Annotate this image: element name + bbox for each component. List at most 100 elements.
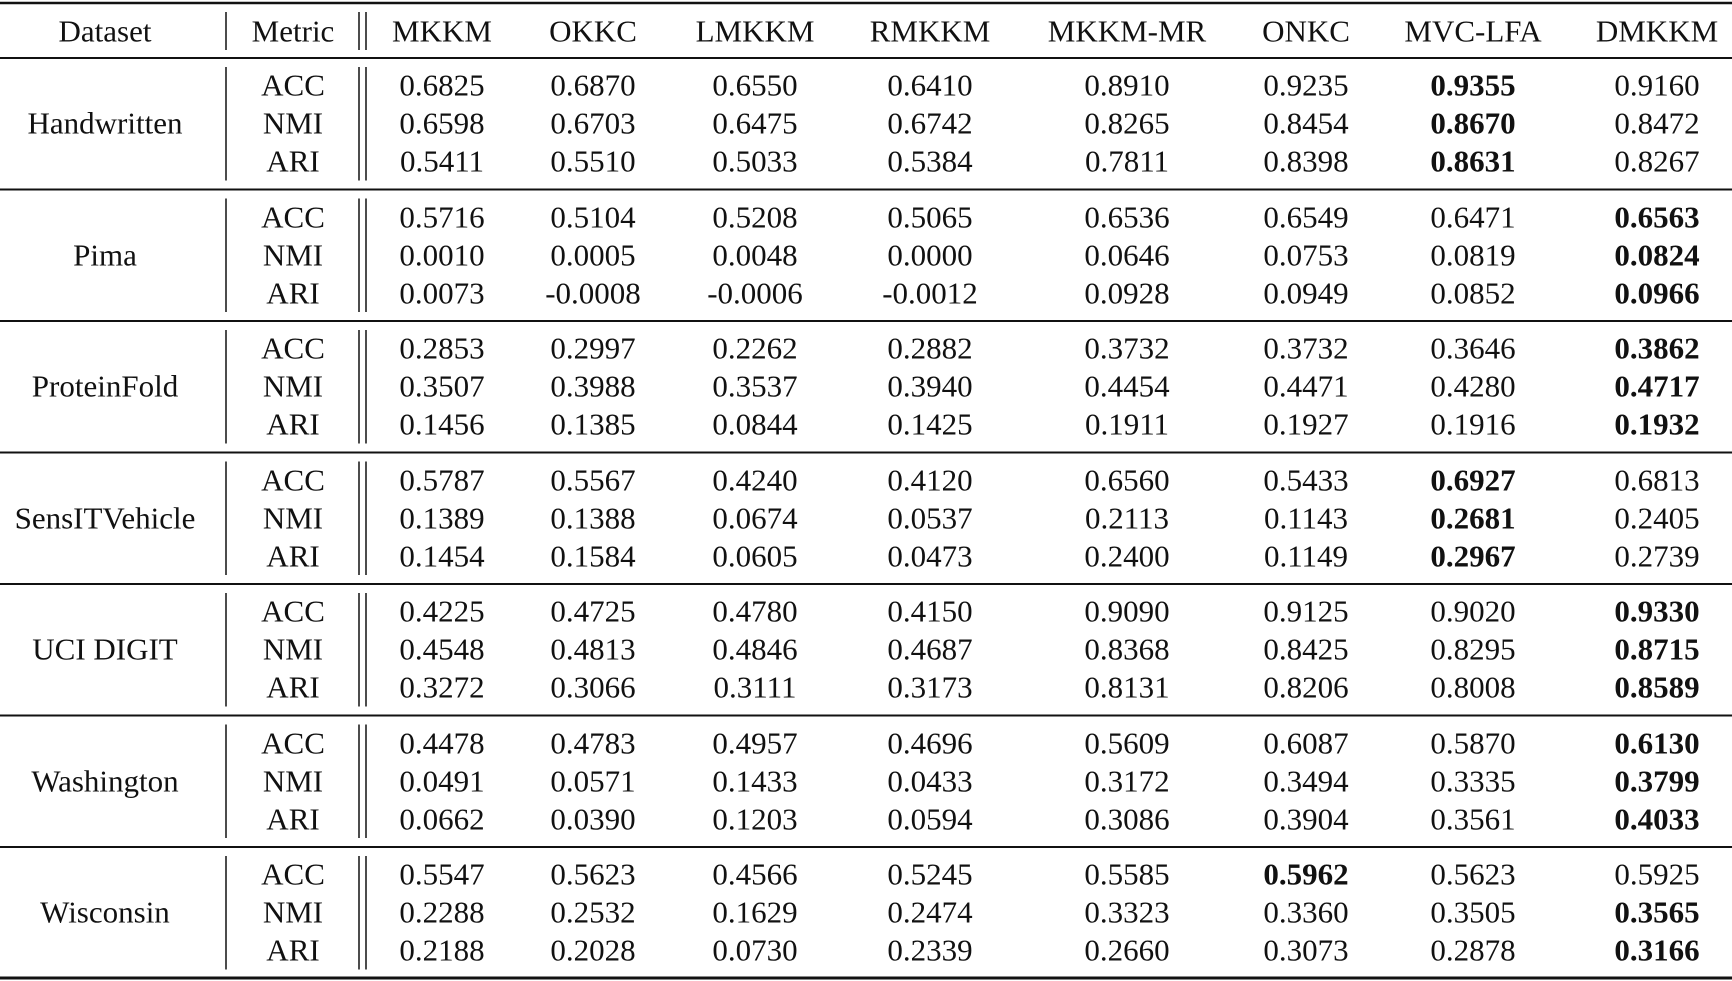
value-cell: 0.3940	[887, 368, 973, 404]
value-cell: 0.6130	[1614, 725, 1700, 760]
value-cell: 0.0571	[550, 763, 636, 798]
value-cell: 0.7811	[1084, 143, 1170, 179]
value-cell: 0.8715	[1614, 631, 1700, 667]
metric-name: NMI	[262, 105, 324, 141]
value-cell: 0.5623	[1430, 856, 1516, 892]
value-cell: 0.6598	[399, 105, 485, 141]
metric-name: ARI	[266, 406, 320, 442]
value-cell: 0.2339	[887, 932, 973, 968]
metric-name: ACC	[261, 330, 325, 366]
column-header: ONKC	[1262, 13, 1350, 49]
value-cell: 0.4240	[712, 462, 798, 497]
value-cell: 0.3111	[713, 669, 797, 705]
value-cell: 0.3646	[1430, 330, 1516, 366]
value-cell: 0.1385	[550, 406, 636, 442]
value-cell: 0.1629	[712, 894, 798, 930]
value-cell: 0.6536	[1084, 199, 1170, 234]
value-cell: 0.6560	[1084, 462, 1170, 497]
value-cell: 0.0010	[399, 237, 485, 272]
value-cell: 0.0537	[887, 500, 973, 535]
value-cell: 0.0674	[712, 500, 798, 535]
value-cell: 0.4150	[887, 593, 973, 629]
value-cell: 0.1911	[1084, 406, 1170, 442]
value-cell: 0.8472	[1614, 105, 1700, 141]
value-cell: 0.6927	[1430, 462, 1516, 497]
value-cell: 0.2882	[887, 330, 973, 366]
value-cell: 0.0662	[399, 801, 485, 836]
value-cell: 0.0594	[887, 801, 973, 836]
value-cell: 0.2474	[887, 894, 973, 930]
value-cell: 0.3173	[887, 669, 973, 705]
value-cell: 0.8265	[1084, 105, 1170, 141]
value-cell: 0.2967	[1430, 538, 1516, 573]
value-cell: 0.1456	[399, 406, 485, 442]
value-cell: 0.5384	[887, 143, 973, 179]
value-cell: 0.0005	[550, 237, 636, 272]
value-cell: 0.8008	[1430, 669, 1516, 705]
value-cell: 0.8368	[1084, 631, 1170, 667]
value-cell: 0.3494	[1263, 763, 1349, 798]
metric-name: ACC	[261, 199, 325, 234]
value-cell: 0.6087	[1263, 725, 1349, 760]
value-cell: 0.0473	[887, 538, 973, 573]
value-cell: 0.4033	[1614, 801, 1700, 836]
column-header: MKKM	[392, 13, 492, 49]
value-cell: 0.8131	[1084, 669, 1170, 705]
value-cell: 0.4471	[1263, 368, 1349, 404]
value-cell: 0.3988	[550, 368, 636, 404]
value-cell: 0.1584	[550, 538, 636, 573]
value-cell: 0.0844	[712, 406, 798, 442]
value-cell: 0.9090	[1084, 593, 1170, 629]
dataset-name: SensITVehicle	[14, 500, 196, 535]
value-cell: 0.4783	[550, 725, 636, 760]
metric-name: NMI	[262, 763, 324, 798]
value-cell: 0.2532	[550, 894, 636, 930]
value-cell: 0.8398	[1263, 143, 1349, 179]
value-cell: 0.4696	[887, 725, 973, 760]
value-cell: 0.4225	[399, 593, 485, 629]
value-cell: 0.5033	[712, 143, 798, 179]
value-cell: 0.3732	[1084, 330, 1170, 366]
value-cell: 0.4717	[1614, 368, 1700, 404]
value-cell: 0.2853	[399, 330, 485, 366]
value-cell: 0.0073	[399, 275, 485, 310]
value-cell: 0.5787	[399, 462, 485, 497]
value-cell: 0.3172	[1084, 763, 1170, 798]
value-cell: 0.1203	[712, 801, 798, 836]
metric-name: ARI	[266, 669, 320, 705]
value-cell: 0.0048	[712, 237, 798, 272]
value-cell: 0.4846	[712, 631, 798, 667]
value-cell: 0.4120	[887, 462, 973, 497]
dataset-name: Wisconsin	[40, 894, 170, 930]
value-cell: 0.3507	[399, 368, 485, 404]
column-header: Dataset	[58, 13, 152, 49]
value-cell: 0.0852	[1430, 275, 1516, 310]
value-cell: 0.1916	[1430, 406, 1516, 442]
dataset-name: Pima	[73, 237, 137, 272]
value-cell: 0.8910	[1084, 67, 1170, 103]
value-cell: 0.3732	[1263, 330, 1349, 366]
value-cell: 0.4725	[550, 593, 636, 629]
value-cell: 0.0433	[887, 763, 973, 798]
value-cell: 0.6475	[712, 105, 798, 141]
value-cell: 0.0646	[1084, 237, 1170, 272]
value-cell: 0.4566	[712, 856, 798, 892]
value-cell: 0.8631	[1430, 143, 1516, 179]
value-cell: 0.5411	[399, 143, 485, 179]
value-cell: 0.3073	[1263, 932, 1349, 968]
value-cell: 0.9125	[1263, 593, 1349, 629]
metric-name: ACC	[261, 725, 325, 760]
value-cell: 0.8295	[1430, 631, 1516, 667]
value-cell: 0.2028	[550, 932, 636, 968]
value-cell: 0.4280	[1430, 368, 1516, 404]
metric-name: NMI	[262, 894, 324, 930]
value-cell: 0.5547	[399, 856, 485, 892]
value-cell: 0.2681	[1430, 500, 1516, 535]
value-cell: 0.5716	[399, 199, 485, 234]
dataset-name: Handwritten	[27, 105, 183, 141]
value-cell: 0.1143	[1263, 500, 1349, 535]
value-cell: 0.6870	[550, 67, 636, 103]
value-cell: 0.6742	[887, 105, 973, 141]
value-cell: 0.8425	[1263, 631, 1349, 667]
value-cell: 0.0605	[712, 538, 798, 573]
